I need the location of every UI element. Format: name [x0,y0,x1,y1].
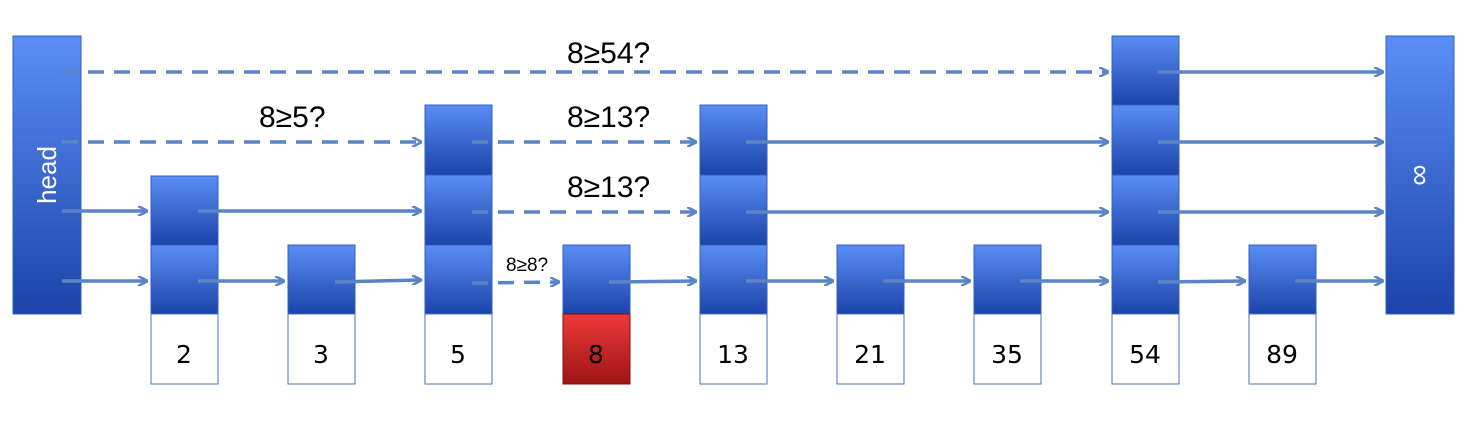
infinity-label: ∞ [1404,164,1437,185]
level-box [699,174,768,246]
key-box [836,313,905,385]
comparison-label: 8≥54? [567,37,650,70]
comparison-label: 8≥5? [259,101,326,134]
node-21: 21 [836,244,905,385]
comparison-label: 8≥13? [567,171,650,204]
key-box [287,313,356,385]
key-box [1248,313,1317,385]
level-box [424,104,493,176]
node-3: 3 [287,244,356,385]
level-box [1111,174,1180,246]
key-label: 35 [991,340,1023,369]
node-5: 5 [424,104,493,385]
pointer-arrows [62,72,1383,283]
level-box [699,104,768,176]
comparison-label: 8≥13? [567,101,650,134]
key-label: 13 [717,340,749,369]
node-35: 35 [973,244,1042,385]
pointer-arrow [334,280,421,282]
pointer-arrow [608,281,696,282]
key-label: 89 [1266,340,1298,369]
pointer-arrow [1157,281,1245,282]
key-label: 21 [854,340,886,369]
head-label: head [32,146,62,204]
node-13: 13 [699,104,768,385]
key-box [1111,313,1180,385]
level-box [1111,244,1180,315]
key-box [973,313,1042,385]
key-label: 2 [176,340,192,369]
tail-box [1385,35,1455,315]
key-label: 3 [313,340,329,369]
found-key-box [562,313,631,385]
search-arrow-dashed [471,282,559,283]
node-54: 54 [1111,35,1180,385]
level-box [1111,104,1180,176]
key-box [424,313,493,385]
level-box [287,244,356,315]
level-box [562,244,631,315]
node-8: 8 [562,244,631,385]
key-box [150,313,219,385]
level-box [424,174,493,246]
key-label: 54 [1129,340,1161,369]
key-label: 8 [588,340,604,369]
level-box [424,244,493,315]
head-box [12,35,82,315]
head-node: head [12,35,82,315]
key-label: 5 [450,340,466,369]
key-box [699,313,768,385]
comparison-label: 8≥8? [506,255,548,276]
tail-node: ∞ [1385,35,1455,315]
node-89: 89 [1248,244,1317,385]
